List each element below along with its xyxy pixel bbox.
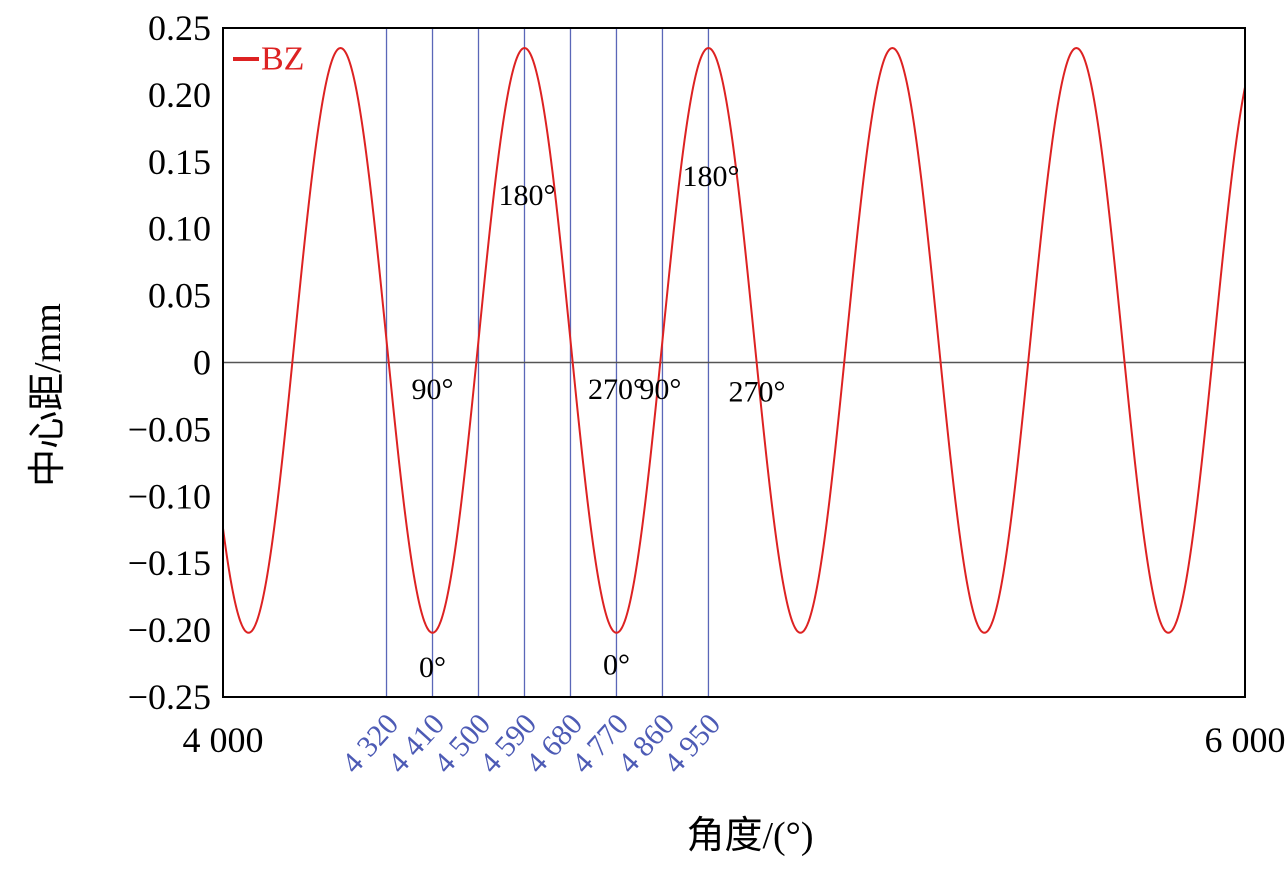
x-tick-label: 6 000 [1205,720,1286,760]
angle-annotation: 180° [499,179,556,212]
y-tick-label: −0.15 [128,543,211,583]
y-tick-label: −0.25 [128,677,211,717]
x-axis-title: 角度/(°) [686,815,813,857]
y-tick-labels: 0.25 0.20 0.15 0.10 0.05 0 −0.05 −0.10 −0.15 −0.2… [128,8,211,717]
y-tick-label: −0.05 [128,409,211,449]
y-tick-label: −0.20 [128,610,211,650]
y-axis-title: 中心距/mm [27,303,69,487]
angle-annotation: 270° [728,375,785,408]
y-tick-label: 0.25 [148,8,211,48]
x-tick-labels: 4 000 6 000 [183,720,1286,760]
y-tick-label: −0.10 [128,476,211,516]
y-tick-label: 0 [193,343,211,383]
angle-annotation: 0° [603,648,630,681]
series-line-bz [222,47,1246,634]
angle-annotation: 270° [588,373,645,406]
angle-annotation: 180° [683,160,740,193]
legend-label-bz: BZ [261,41,304,78]
legend: BZ [233,41,304,78]
x-tick-label: 4 000 [183,720,264,760]
y-tick-label: 0.20 [148,75,211,115]
angle-annotation: 0° [419,651,446,684]
angle-annotations: 0° 90° 180° 270° 0° 90° 180° 270° [412,160,786,684]
y-tick-label: 0.10 [148,209,211,249]
y-tick-label: 0.05 [148,276,211,316]
plot-frame [222,27,1246,698]
angle-annotation: 90° [412,373,454,406]
angle-annotation: 90° [639,373,681,406]
y-tick-label: 0.15 [148,142,211,182]
